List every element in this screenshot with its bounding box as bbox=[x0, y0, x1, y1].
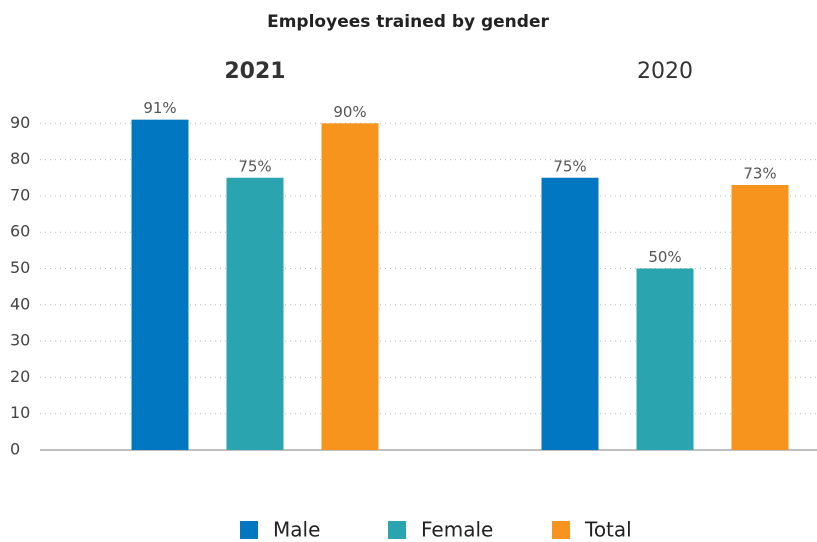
value-label: 75% bbox=[238, 157, 271, 175]
y-tick-label: 30 bbox=[10, 331, 30, 350]
chart-title: Employees trained by gender bbox=[267, 12, 549, 32]
bar bbox=[321, 123, 379, 451]
y-tick-label: 40 bbox=[10, 294, 30, 313]
legend-label: Male bbox=[273, 518, 320, 542]
bar bbox=[541, 177, 599, 450]
legend-swatch bbox=[552, 521, 570, 539]
y-tick-label: 10 bbox=[10, 403, 30, 422]
category-label: 2020 bbox=[637, 59, 693, 84]
y-tick-label: 50 bbox=[10, 258, 30, 277]
bar bbox=[636, 268, 694, 450]
legend-label: Total bbox=[584, 518, 632, 542]
value-label: 73% bbox=[743, 165, 776, 183]
value-label: 75% bbox=[553, 157, 586, 175]
bar bbox=[131, 119, 189, 451]
category-label: 2021 bbox=[224, 59, 285, 84]
value-label: 90% bbox=[333, 103, 366, 121]
value-label: 50% bbox=[648, 248, 681, 266]
y-tick-label: 90 bbox=[10, 113, 30, 132]
y-tick-label: 20 bbox=[10, 367, 30, 386]
y-tick-label: 60 bbox=[10, 222, 30, 241]
legend-swatch bbox=[388, 521, 406, 539]
bar bbox=[731, 185, 789, 450]
bar bbox=[226, 177, 284, 450]
y-tick-label: 70 bbox=[10, 185, 30, 204]
legend-swatch bbox=[240, 521, 258, 539]
value-label: 91% bbox=[143, 99, 176, 117]
legend-label: Female bbox=[421, 518, 493, 542]
y-tick-label: 0 bbox=[10, 440, 20, 459]
y-tick-label: 80 bbox=[10, 149, 30, 168]
